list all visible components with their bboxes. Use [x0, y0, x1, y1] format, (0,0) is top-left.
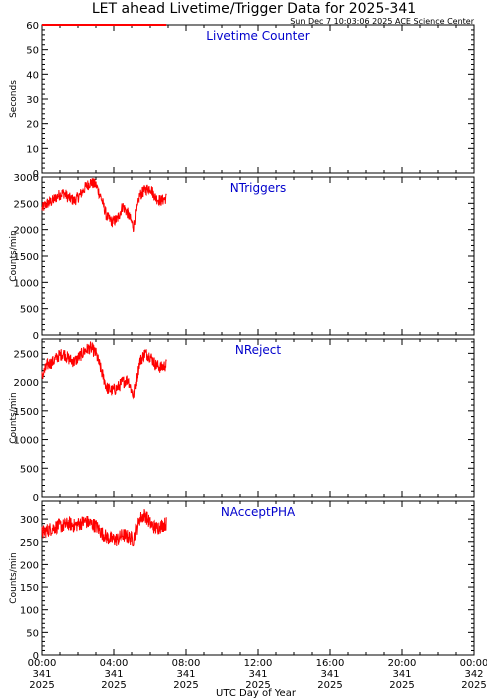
y-tick-label: 30 — [26, 95, 39, 106]
x-tick-label-doy: 342 — [464, 669, 483, 680]
panel-4: 0 50 100 150 200 250 300 Counts/min NAcceptPHA — [9, 500, 475, 662]
x-tick-label-year: 2025 — [317, 680, 342, 691]
panel-frame — [41, 338, 475, 498]
y-tick-label: 50 — [26, 628, 39, 639]
y-axis-label: Counts/min — [9, 392, 19, 443]
y-tick-label: 50 — [26, 46, 39, 57]
series-line — [41, 508, 167, 547]
y-tick-label: 100 — [20, 606, 39, 617]
y-tick-label: 3000 — [14, 173, 39, 184]
x-tick-label-year: 2025 — [389, 680, 414, 691]
timestamp: Sun Dec 7 10:03:06 2025 ACE Science Cent… — [290, 17, 475, 26]
series-line — [41, 341, 167, 400]
chart-title: LET ahead Livetime/Trigger Data for 2025… — [92, 1, 416, 17]
x-tick-label-year: 2025 — [245, 680, 270, 691]
y-tick-label: 1500 — [14, 407, 39, 418]
y-axis-label: Counts/min — [9, 552, 19, 603]
x-tick-label-doy: 341 — [248, 669, 267, 680]
x-tick-label-time: 08:00 — [172, 658, 201, 669]
y-tick-label: 1000 — [14, 278, 39, 289]
y-tick-label: 0 — [33, 651, 39, 662]
x-tick-label-doy: 341 — [176, 669, 195, 680]
x-tick-label-doy: 341 — [32, 669, 51, 680]
x-tick-label-doy: 341 — [392, 669, 411, 680]
y-tick-label: 500 — [20, 305, 39, 316]
x-tick-label-time: 20:00 — [388, 658, 417, 669]
series-line — [41, 178, 167, 232]
panel-label: NTriggers — [230, 181, 287, 195]
y-tick-label: 300 — [20, 515, 39, 526]
y-tick-label: 2000 — [14, 226, 39, 237]
y-tick-label: 40 — [26, 70, 39, 81]
y-tick-label: 2000 — [14, 378, 39, 389]
x-tick-label-time: 12:00 — [244, 658, 273, 669]
y-axis-label: Seconds — [9, 80, 19, 118]
y-tick-label: 250 — [20, 538, 39, 549]
panel-label: NReject — [235, 343, 281, 357]
x-tick-label-year: 2025 — [173, 680, 198, 691]
y-tick-label: 200 — [20, 560, 39, 571]
y-tick-label: 10 — [26, 144, 39, 155]
y-tick-label: 60 — [26, 21, 39, 32]
panel-frame — [41, 24, 475, 174]
panel-2: 0 500 1000 1500 2000 2500 3000 Counts/min NTrigg… — [9, 173, 475, 342]
x-tick-label-time: 00:00 — [28, 658, 57, 669]
panel-frame — [41, 176, 475, 336]
x-tick-label-time: 00:00 — [460, 658, 487, 669]
x-tick-label-doy: 341 — [104, 669, 123, 680]
x-tick-label-doy: 341 — [320, 669, 339, 680]
y-tick-label: 2500 — [14, 199, 39, 210]
y-tick-label: 20 — [26, 120, 39, 131]
y-tick-label: 0 — [33, 493, 39, 504]
panel-1: 0 10 20 30 40 50 60 Seconds Livetime Counter — [9, 21, 475, 180]
panel-3: 0 500 1000 1500 2000 2500 Counts/min NReject — [9, 338, 475, 504]
x-tick-label-year: 2025 — [29, 680, 54, 691]
panel-label: Livetime Counter — [206, 29, 309, 43]
y-tick-label: 500 — [20, 464, 39, 475]
x-tick-label-time: 04:00 — [100, 658, 129, 669]
y-tick-label: 2500 — [14, 349, 39, 360]
y-tick-label: 0 — [33, 331, 39, 342]
x-tick-label-time: 16:00 — [316, 658, 345, 669]
y-tick-label: 1500 — [14, 252, 39, 263]
y-axis-label: Counts/min — [9, 230, 19, 281]
panel-frame — [41, 500, 475, 656]
panel-label: NAcceptPHA — [221, 505, 296, 519]
y-tick-label: 150 — [20, 583, 39, 594]
y-tick-label: 1000 — [14, 436, 39, 447]
x-axis: 00:00341202504:00341202508:00341202512:0… — [28, 658, 487, 691]
x-tick-label-year: 2025 — [461, 680, 486, 691]
x-tick-label-year: 2025 — [101, 680, 126, 691]
y-tick-label: 0 — [33, 169, 39, 180]
x-axis-label: UTC Day of Year — [216, 688, 297, 699]
